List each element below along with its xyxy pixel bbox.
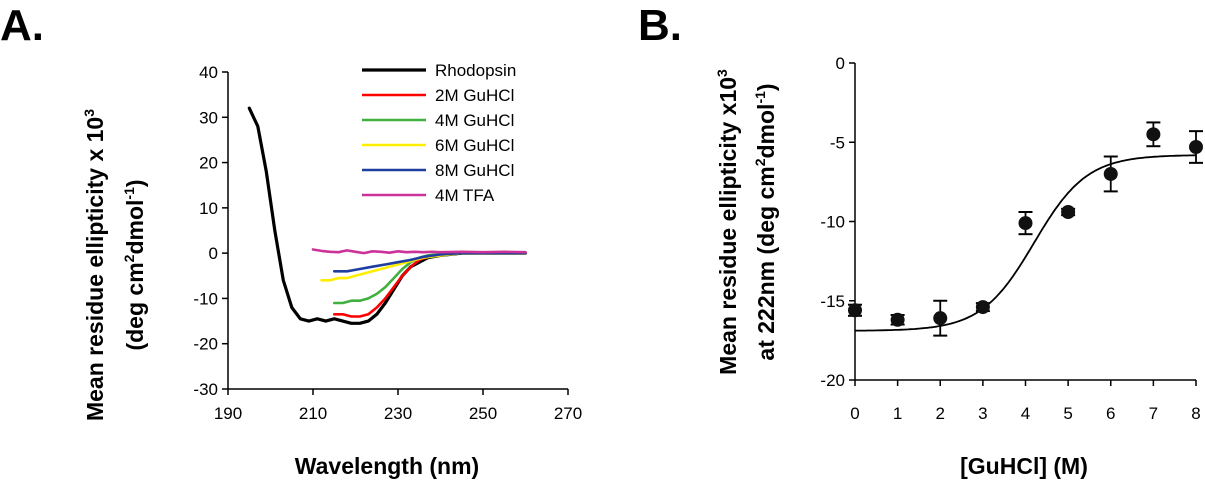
panel-a-legend-label: 6M GuHCl: [435, 136, 514, 155]
panel-b-data-point: [1189, 140, 1203, 155]
panel-b-y-tick-label: 0: [836, 54, 845, 73]
panel-b-ylabel-line2-mid: dmol: [753, 104, 779, 159]
panel-b-data-point: [1146, 127, 1161, 142]
panel-b-x-tick-label: 2: [936, 404, 945, 423]
panel-b-data-point-group: [890, 312, 905, 327]
panel-b-data-point-group: [1146, 121, 1161, 148]
panel-b-data-point-group: [1018, 210, 1033, 236]
panel-b-ylabel-line2-post: ): [753, 83, 779, 91]
panel-a-legend-label: 4M TFA: [435, 186, 495, 205]
panel-b-x-tick-label: 1: [893, 404, 902, 423]
panel-b-y-tick-label: -10: [820, 213, 845, 232]
panel-a-y-tick-label: 0: [209, 244, 218, 263]
panel-b-ylabel-line2-pre: at 222nm (deg cm: [753, 166, 779, 360]
panel-a-y-tick-label: -20: [193, 335, 218, 354]
panel-a-x-tick-label: 250: [469, 404, 497, 423]
panel-a-ylabel-line1-text: Mean residue ellipticity x 10: [82, 117, 108, 421]
panel-b-x-tick-label: 7: [1149, 404, 1158, 423]
panel-b-ylabel-line2-sup1: 2: [752, 158, 768, 166]
panel-b-label: B.: [638, 1, 682, 50]
panel-b-y-tick-label: -5: [830, 133, 845, 152]
panel-a: A. Mean residue ellipticity x 103 (deg c…: [0, 1, 582, 479]
panel-a-ylabel-line2-sup1: 2: [121, 254, 137, 262]
panel-a-ylabel-line2-post: ): [122, 179, 148, 187]
panel-a-y-tick-label: 30: [199, 108, 218, 127]
panel-b-ylabel-line1: Mean residue ellipticity x103: [714, 69, 741, 375]
panel-b-y-tick-label: -20: [820, 371, 845, 390]
panel-b-data-point-group: [933, 299, 948, 337]
panel-a-series-line-4m-tfa: [311, 248, 527, 255]
panel-a-x-tick-label: 210: [299, 404, 327, 423]
panel-a-legend-label: Rhodopsin: [435, 61, 516, 80]
panel-b-data-point: [890, 312, 905, 327]
panel-b-x-tick-label: 5: [1063, 404, 1072, 423]
panel-b-x-tick-label: 4: [1021, 404, 1030, 423]
panel-b: B. Mean residue ellipticity x103 at 222n…: [638, 1, 1203, 479]
panel-a-legend-label: 4M GuHCl: [435, 111, 514, 130]
panel-b-data-point-group: [1189, 130, 1203, 164]
panel-b-data-point: [848, 303, 862, 318]
panel-b-ylabel-line2-sup2: -1: [752, 91, 768, 104]
panel-b-data-point: [1061, 204, 1076, 219]
panel-b-fit: [854, 154, 1196, 332]
panel-b-data-point-group: [1061, 204, 1076, 219]
panel-b-data-point-group: [975, 300, 990, 315]
panel-a-x-tick-label: 230: [384, 404, 412, 423]
panel-a-ylabel-line1: Mean residue ellipticity x 103: [81, 109, 108, 421]
panel-b-ylabel-line2: at 222nm (deg cm2dmol-1): [752, 83, 779, 360]
panel-b-ylabel-line1-sup: 3: [714, 69, 730, 77]
panel-a-ylabel-line2-mid: dmol: [122, 200, 148, 255]
panel-b-data-point-group: [1103, 155, 1118, 193]
panel-a-ylabel-line2-pre: (deg cm: [122, 262, 148, 350]
panel-a-y-tick-label: 20: [199, 154, 218, 173]
panel-a-y-tick-label: -30: [193, 380, 218, 399]
panel-b-data-point: [1018, 216, 1033, 231]
panel-b-x-tick-label: 0: [850, 404, 859, 423]
panel-a-legend: Rhodopsin 2M GuHCl 4M GuHCl 6M GuHCl 8M GuHC…: [362, 61, 516, 205]
panel-b-xlabel: [GuHCl] (M): [960, 453, 1088, 479]
panel-a-series-line-4m-guhcl: [333, 251, 527, 305]
panel-a-ylabel-line2-sup2: -1: [121, 187, 137, 200]
panel-b-x-tick-label: 8: [1191, 404, 1200, 423]
panel-a-legend-label: 2M GuHCl: [435, 86, 514, 105]
panel-b-data-point-group: [848, 303, 862, 318]
panel-b-data-point: [933, 311, 948, 326]
panel-b-data-point: [975, 300, 990, 315]
panel-a-series: [247, 106, 528, 325]
panel-b-axes: -20 -15 -10 -5 0 0 1 2 3 4 5 6 7 8: [820, 54, 1200, 423]
panel-a-y-tick-label: 40: [199, 63, 218, 82]
panel-a-xlabel: Wavelength (nm): [295, 453, 479, 479]
panel-b-x-tick-label: 3: [978, 404, 987, 423]
panel-b-data-point: [1103, 166, 1118, 181]
panel-a-ylabel-line1-sup: 3: [81, 109, 97, 117]
panel-a-legend-label: 8M GuHCl: [435, 161, 514, 180]
panel-a-x-tick-label: 190: [214, 404, 242, 423]
panel-a-series-line-2m-guhcl: [333, 251, 527, 318]
panel-b-y-tick-label: -15: [820, 292, 845, 311]
panel-b-fit-curve: [854, 154, 1196, 332]
panel-b-x-tick-label: 6: [1106, 404, 1115, 423]
panel-b-ylabel-line1-text: Mean residue ellipticity x10: [715, 77, 741, 375]
panel-a-label: A.: [0, 1, 44, 50]
panel-a-x-tick-label: 270: [554, 404, 582, 423]
panel-a-axes: -30 -20 -10 0 10 20 30 40 190 210 230 250 270: [193, 63, 582, 423]
panel-a-y-tick-label: 10: [199, 199, 218, 218]
panel-a-series-line-8m-guhcl: [333, 251, 527, 273]
panel-a-y-tick-label: -10: [193, 289, 218, 308]
panel-a-ylabel-line2: (deg cm2dmol-1): [121, 179, 148, 350]
panel-b-points: [848, 121, 1203, 337]
